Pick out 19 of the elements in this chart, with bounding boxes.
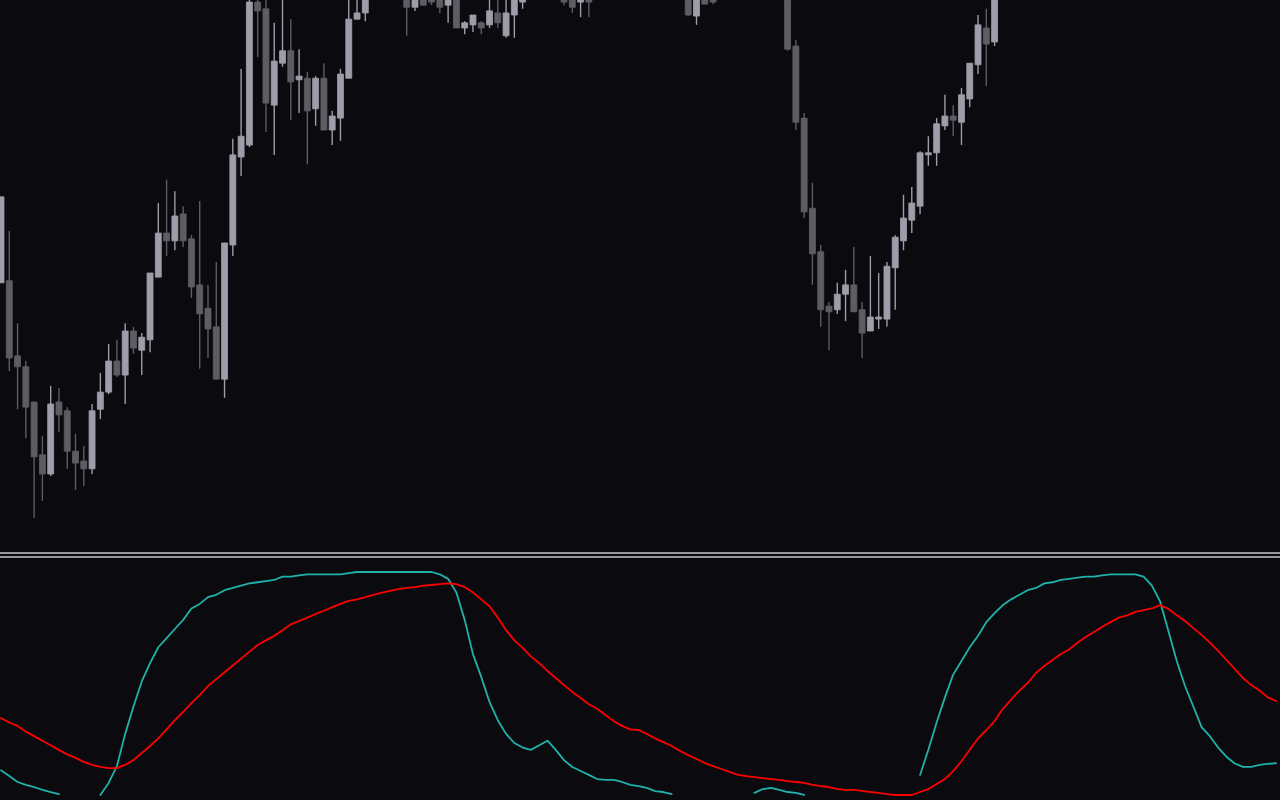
candlestick [991, 0, 998, 47]
candlestick [303, 71, 311, 165]
candlestick [403, 0, 411, 37]
candlestick [494, 0, 502, 29]
candlestick [163, 179, 170, 257]
candlestick [486, 0, 493, 29]
candlestick [113, 339, 121, 378]
candlestick [411, 0, 419, 12]
candlestick [320, 62, 328, 131]
candlestick [130, 326, 137, 355]
candlestick [585, 0, 593, 18]
candlestick [47, 385, 55, 477]
candlestick [982, 8, 990, 87]
candlestick [295, 48, 303, 114]
candlestick [693, 0, 700, 26]
candlestick [949, 104, 957, 137]
candlestick [452, 0, 460, 29]
candlestick [171, 190, 179, 251]
candlestick [444, 0, 452, 24]
